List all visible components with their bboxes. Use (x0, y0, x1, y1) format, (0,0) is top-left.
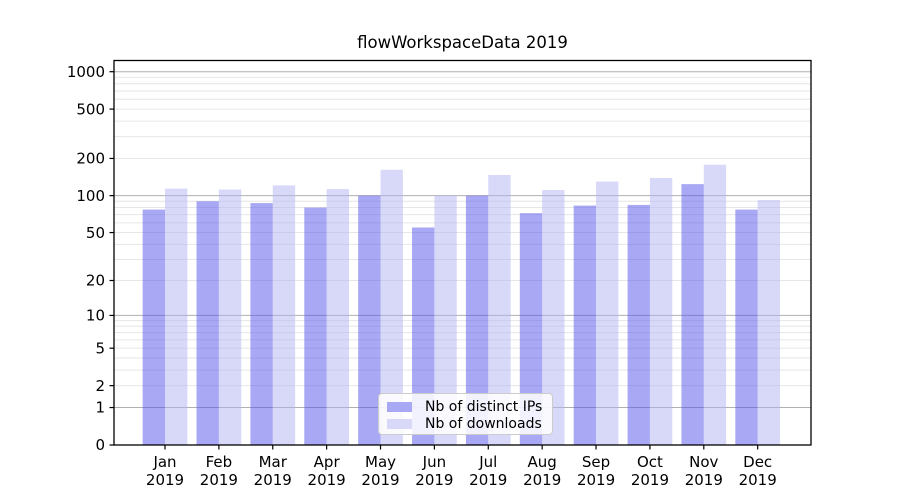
bar-downloads-dec (757, 200, 781, 445)
y-tick-label-1000: 1000 (67, 63, 105, 81)
y-tick-label-100: 100 (76, 187, 105, 205)
x-tick-label-mar: Mar 2019 (254, 453, 292, 489)
bar-ips-dec (735, 209, 758, 445)
y-tick-label-50: 50 (86, 224, 105, 242)
bar-downloads-apr (326, 189, 349, 445)
bar-ips-may (358, 195, 381, 445)
y-tick-label-0: 0 (95, 436, 105, 454)
x-tick-label-feb: Feb 2019 (200, 453, 238, 489)
bar-downloads-jul (488, 174, 511, 445)
plot-border (113, 59, 812, 446)
x-tick-label-jun: Jun 2019 (415, 453, 453, 489)
x-tick-label-apr: Apr 2019 (308, 453, 346, 489)
bar-downloads-may (380, 169, 403, 445)
legend-label-downloads: Nb of downloads (425, 415, 542, 432)
legend-swatch-downloads (387, 419, 412, 430)
bar-ips-aug (519, 213, 543, 445)
bar-downloads-aug (542, 190, 565, 445)
x-tick-label-dec: Dec 2019 (739, 453, 777, 489)
y-tick-label-5: 5 (95, 339, 105, 357)
x-tick-label-sep: Sep 2019 (577, 453, 615, 489)
legend-swatch-distinct-ips (387, 402, 412, 413)
legend-label-distinct-ips: Nb of distinct IPs (425, 399, 543, 415)
y-tick-label-10: 10 (86, 307, 105, 325)
bar-downloads-jun (434, 195, 457, 445)
bar-ips-jun (412, 227, 435, 445)
x-tick-label-aug: Aug 2019 (523, 453, 561, 489)
x-tick-label-jan: Jan 2019 (146, 453, 184, 489)
y-tick-label-2: 2 (95, 377, 105, 395)
x-tick-label-may: May 2019 (361, 453, 399, 489)
chart-title: flowWorkspaceData 2019 (357, 33, 568, 52)
y-tick-label-500: 500 (76, 100, 105, 118)
bar-ips-oct (627, 204, 650, 445)
x-tick-label-oct: Oct 2019 (631, 453, 669, 489)
bar-ips-feb (196, 201, 219, 445)
bar-ips-sep (573, 205, 597, 445)
legend: Nb of distinct IPs Nb of downloads (378, 393, 554, 435)
bar-downloads-sep (596, 181, 619, 446)
y-tick-label-1: 1 (95, 399, 105, 417)
x-tick-label-nov: Nov 2019 (685, 453, 723, 489)
bar-downloads-feb (218, 189, 242, 445)
bar-downloads-nov (703, 164, 727, 445)
bar-downloads-oct (649, 177, 673, 445)
bar-ips-mar (250, 203, 273, 445)
legend-row-distinct-ips: Nb of distinct IPs (387, 399, 542, 416)
y-tick-label-20: 20 (86, 272, 105, 290)
y-tick-label-200: 200 (76, 150, 105, 168)
bar-downloads-jan (165, 188, 188, 445)
bar-ips-jul (465, 195, 489, 445)
legend-row-downloads: Nb of downloads (387, 416, 542, 433)
bar-ips-apr (304, 207, 327, 445)
bar-ips-jan (142, 209, 165, 445)
bar-downloads-mar (272, 185, 296, 445)
bar-ips-nov (681, 184, 704, 445)
x-tick-label-jul: Jul 2019 (469, 453, 507, 489)
